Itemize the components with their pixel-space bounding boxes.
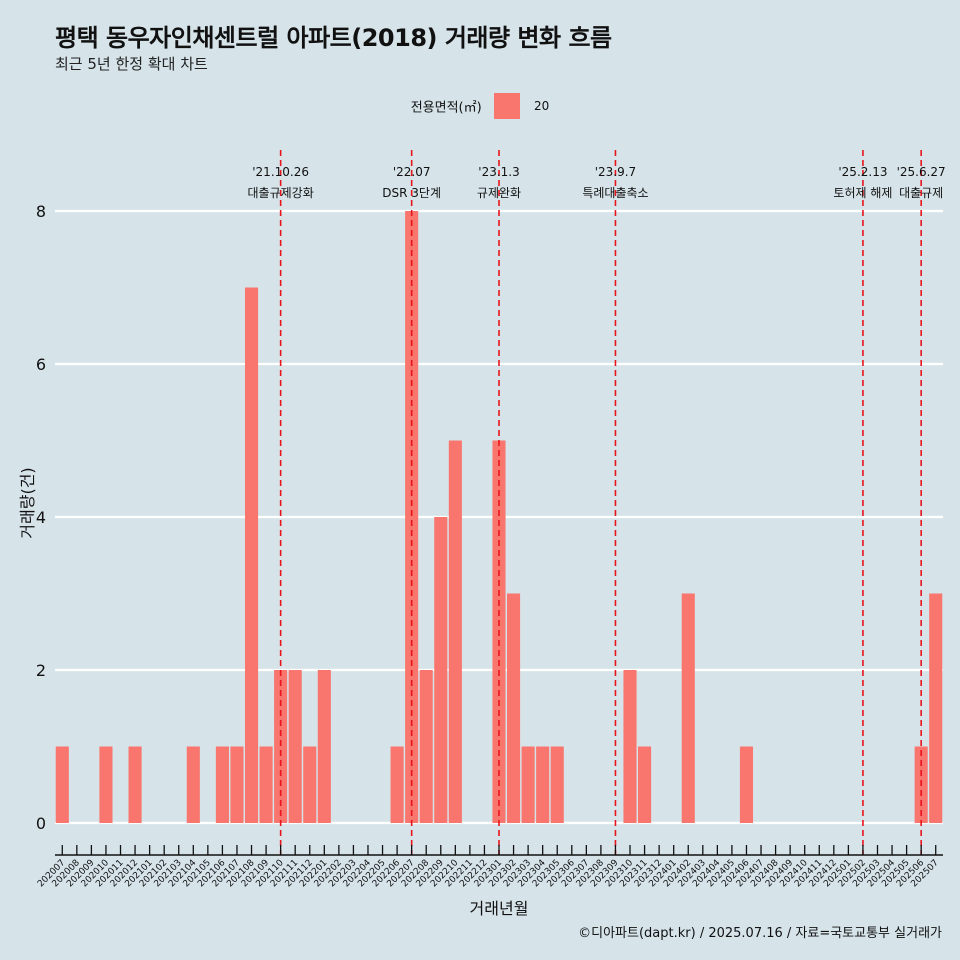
bar	[274, 670, 288, 823]
event-label: 특례대출축소	[582, 186, 648, 200]
y-tick-label: 6	[36, 355, 46, 374]
bar	[390, 746, 404, 823]
bar	[128, 746, 142, 823]
bar	[623, 670, 637, 823]
bar	[681, 593, 695, 823]
event-label: 대출규제강화	[248, 186, 314, 200]
legend: 전용면적(㎡) 20	[0, 93, 960, 119]
event-date-label: '21.10.26	[252, 165, 309, 179]
bar	[405, 211, 419, 823]
event-date-label: '23.1.3	[478, 165, 519, 179]
y-tick-label: 4	[36, 508, 46, 527]
bar	[303, 746, 317, 823]
y-tick-label: 8	[36, 202, 46, 221]
bar	[259, 746, 273, 823]
bar	[215, 746, 229, 823]
bar	[448, 440, 462, 823]
bar	[521, 746, 535, 823]
legend-swatch	[493, 93, 520, 119]
bar	[638, 746, 652, 823]
bar	[419, 670, 433, 823]
bar	[186, 746, 200, 823]
chart-title: 평택 동우자인채센트럴 아파트(2018) 거래량 변화 흐름	[55, 24, 612, 52]
bar	[507, 593, 521, 823]
bar	[317, 670, 331, 823]
x-axis-title: 거래년월	[470, 899, 529, 918]
event-date-label: '25.2.13	[838, 165, 887, 179]
event-label: 대출규제	[899, 186, 943, 200]
event-date-label: '23.9.7	[595, 165, 636, 179]
event-label: 규제완화	[477, 186, 521, 200]
event-date-label: '25.6.27	[897, 165, 946, 179]
y-axis-title: 거래량(건)	[18, 467, 37, 538]
bar	[550, 746, 564, 823]
event-label: 토허제 해제	[833, 186, 892, 200]
y-tick-label: 0	[36, 814, 46, 833]
bar	[739, 746, 754, 823]
bar	[536, 746, 550, 823]
bar	[230, 746, 244, 823]
bar	[434, 517, 448, 823]
bar	[244, 287, 259, 823]
bar	[99, 746, 113, 823]
y-tick-label: 2	[36, 661, 46, 680]
source-caption: ©디아파트(dapt.kr) / 2025.07.16 / 자료=국토교통부 실…	[578, 926, 942, 941]
bar	[929, 593, 943, 823]
legend-title: 전용면적(㎡)	[410, 100, 482, 116]
bar	[55, 746, 69, 823]
legend-item-label: 20	[533, 99, 550, 113]
event-date-label: '22.07	[393, 165, 431, 179]
bar	[288, 670, 302, 823]
chart-subtitle: 최근 5년 한정 확대 차트	[55, 55, 208, 73]
event-label: DSR 3단계	[382, 186, 441, 200]
